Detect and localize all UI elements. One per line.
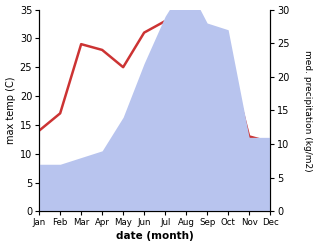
Y-axis label: med. precipitation (kg/m2): med. precipitation (kg/m2) <box>303 50 313 171</box>
X-axis label: date (month): date (month) <box>116 231 194 242</box>
Y-axis label: max temp (C): max temp (C) <box>5 77 16 144</box>
